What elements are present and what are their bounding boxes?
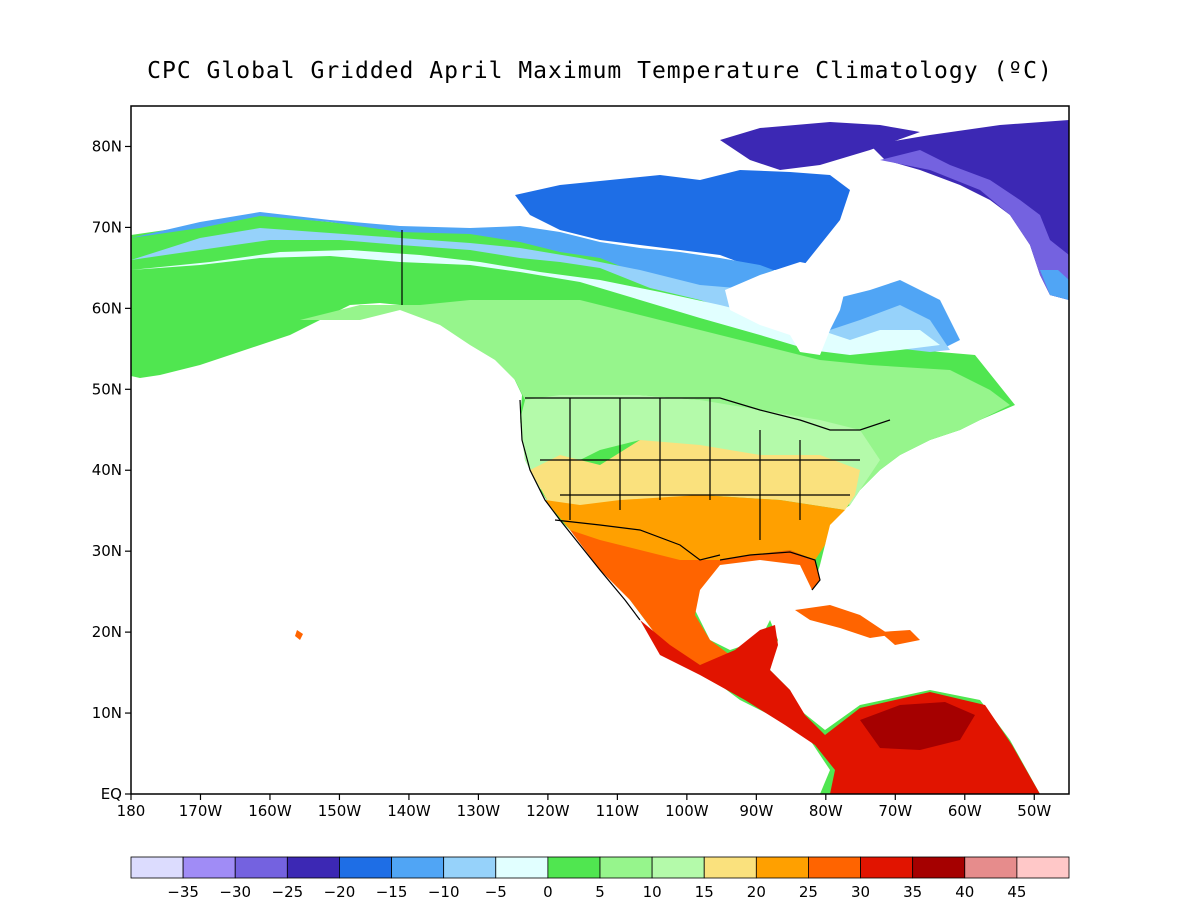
- colorbar-label: 15: [695, 883, 714, 900]
- colorbar-swatch: [339, 856, 392, 879]
- band-25-30: [570, 530, 820, 665]
- colorbar-label: 30: [851, 883, 870, 900]
- colorbar-swatch: [703, 856, 757, 879]
- colorbar-swatch: [547, 856, 601, 879]
- borders: [401, 230, 891, 621]
- longitude-axis: 180 170W 160W 150W 140W 130W 120W 110W 100W 90W 80…: [117, 794, 1051, 820]
- lon-tick-label: 130W: [457, 802, 501, 820]
- colorbar-label: −15: [376, 883, 408, 900]
- colorbar-swatch: [755, 856, 809, 879]
- hispaniola-island: [880, 630, 920, 645]
- colorbar-label: −5: [485, 883, 507, 900]
- colorbar-swatch: [130, 856, 184, 879]
- colorbar-swatch: [912, 856, 966, 879]
- greenland-land: [870, 120, 1069, 300]
- lon-tick-label: 110W: [596, 802, 640, 820]
- colorbar-swatch: [234, 856, 288, 879]
- colorbar-label: −25: [272, 883, 304, 900]
- lon-tick-label: 100W: [665, 802, 709, 820]
- ellesmere-land: [720, 122, 920, 170]
- lon-tick-label: 170W: [179, 802, 223, 820]
- lat-tick-label: EQ: [101, 785, 122, 803]
- colorbar-label: 10: [643, 883, 662, 900]
- lat-tick-label: 30N: [92, 542, 122, 560]
- cuba-island: [795, 605, 890, 638]
- colorbar-swatch: [182, 856, 236, 879]
- lon-tick-label: 60W: [948, 802, 982, 820]
- colorbar-label: 0: [543, 883, 553, 900]
- colorbar-swatch: [808, 856, 861, 879]
- lat-tick-label: 10N: [92, 704, 122, 722]
- band-0: [131, 250, 940, 355]
- colorbar: −35 −30 −25 −20 −15 −10 −5 0 5 10 15 20 25 30 35 40 45: [130, 856, 1070, 900]
- map-title: CPC Global Gridded April Maximum Tempera…: [147, 58, 1053, 84]
- lon-tick-label: 80W: [809, 802, 843, 820]
- us-mexico-border: [554, 519, 721, 561]
- lat-tick-label: 70N: [92, 218, 122, 236]
- lat-tick-label: 60N: [92, 299, 122, 317]
- lon-tick-label: 90W: [739, 802, 773, 820]
- colorbar-label: 35: [903, 883, 922, 900]
- lat-tick-label: 80N: [92, 137, 122, 155]
- colorbar-label: 20: [747, 883, 766, 900]
- map-frame: [130, 105, 1070, 795]
- lon-tick-label: 70W: [878, 802, 912, 820]
- coastline-west: [519, 399, 641, 621]
- colorbar-swatch: [391, 856, 445, 879]
- lat-tick-label: 40N: [92, 461, 122, 479]
- lat-tick-label: 20N: [92, 623, 122, 641]
- lon-tick-label: 140W: [387, 802, 431, 820]
- lat-tick-label: 50N: [92, 380, 122, 398]
- latitude-axis: 80N 70N 60N 50N 40N 30N 20N 10N EQ: [92, 137, 131, 803]
- arctic-archipelago: [515, 170, 850, 270]
- colorbar-label: 5: [595, 883, 605, 900]
- colorbar-swatch: [651, 856, 705, 879]
- band-20-25: [545, 495, 845, 570]
- lon-tick-label: 120W: [526, 802, 570, 820]
- colorbar-swatch: [495, 856, 549, 879]
- colorbar-label: 40: [955, 883, 974, 900]
- lon-tick-label: 160W: [248, 802, 292, 820]
- lon-tick-label: 50W: [1017, 802, 1051, 820]
- colorbar-swatch: [286, 856, 340, 879]
- land-fill: [131, 120, 1069, 794]
- colorbar-label: −20: [324, 883, 356, 900]
- hawaii-island: [295, 630, 303, 640]
- us-canada-border: [525, 397, 891, 431]
- hudson-bay: [725, 262, 845, 355]
- colorbar-label: −10: [428, 883, 460, 900]
- band-35-40: [860, 702, 975, 750]
- band-30-35: [640, 620, 1040, 794]
- lon-tick-label: 180: [117, 802, 146, 820]
- colorbar-swatch: [443, 856, 497, 879]
- us-state-lines: [540, 398, 860, 540]
- lon-tick-label: 150W: [318, 802, 362, 820]
- coastline-gulf: [719, 551, 821, 591]
- greenland-coast: [1040, 270, 1069, 300]
- colorbar-label: −35: [167, 883, 199, 900]
- colorbar-label: −30: [219, 883, 251, 900]
- colorbar-swatch: [599, 856, 653, 879]
- colorbar-swatch: [964, 856, 1018, 879]
- colorbar-swatch: [1016, 856, 1070, 879]
- colorbar-label: 45: [1007, 883, 1026, 900]
- colorbar-swatch: [860, 856, 914, 879]
- colorbar-label: 25: [799, 883, 818, 900]
